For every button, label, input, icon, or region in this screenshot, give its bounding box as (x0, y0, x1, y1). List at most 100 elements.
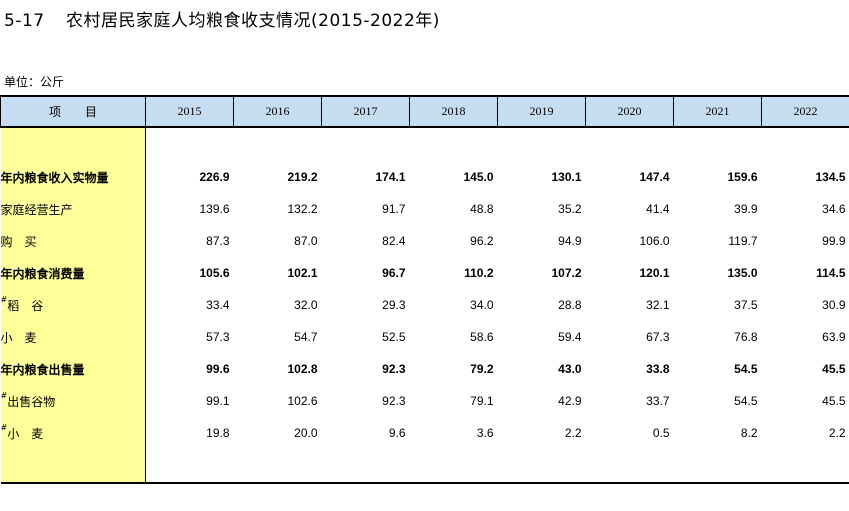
cell-value: 52.5 (382, 330, 406, 344)
cell-value: 99.1 (206, 394, 230, 408)
cell-value: 139.6 (199, 202, 230, 216)
cell-value: 63.9 (822, 330, 846, 344)
cell-value: 37.5 (734, 298, 758, 312)
cell-value: 30.9 (822, 298, 846, 312)
row-marker: # (0, 390, 8, 400)
row-label-text: 年内粮食消费量 (0, 266, 85, 281)
cell-value: 43.0 (558, 362, 582, 376)
cell-value: 28.8 (558, 298, 582, 312)
cell-value: 96.7 (382, 266, 406, 280)
header-year: 2021 (673, 95, 762, 128)
cell-value: 110.2 (464, 266, 494, 280)
cell-value: 59.4 (558, 330, 582, 344)
table-row: #出售谷物 99.1 102.6 92.3 79.1 42.9 33.7 54.5 45.5 (0, 385, 849, 417)
cell-value: 132.2 (287, 202, 318, 216)
cell-value: 29.3 (382, 298, 406, 312)
row-label-text: 年内粮食收入实物量 (0, 170, 109, 185)
cell-value: 45.5 (822, 394, 846, 408)
cell-value: 3.6 (476, 426, 494, 440)
table-row: 年内粮食消费量 105.6 102.1 96.7 110.2 107.2 120.1 135.… (0, 257, 849, 289)
header-item: 项 目 (0, 95, 146, 128)
row-label: 年内粮食收入实物量 (0, 161, 146, 193)
cell-value: 42.9 (558, 394, 582, 408)
cell-value: 33.8 (646, 362, 670, 376)
cell-value: 94.9 (558, 234, 582, 248)
cell-value: 58.6 (470, 330, 494, 344)
cell-value: 67.3 (646, 330, 670, 344)
table-row: 家庭经营生产 139.6 132.2 91.7 48.8 35.2 41.4 39.9 34.6 (0, 193, 849, 225)
cell-value: 87.3 (206, 234, 230, 248)
cell-value: 219.2 (287, 170, 318, 184)
cell-value: 145.0 (463, 170, 494, 184)
cell-value: 82.4 (382, 234, 406, 248)
cell-value: 33.7 (646, 394, 670, 408)
cell-value: 45.5 (822, 362, 846, 376)
cell-value: 57.3 (206, 330, 230, 344)
cell-value: 92.3 (382, 362, 406, 376)
row-label-text: 购 买 (0, 234, 37, 249)
cell-value: 119.7 (728, 234, 758, 248)
cell-value: 159.6 (727, 170, 758, 184)
cell-value: 102.8 (287, 362, 318, 376)
cell-value: 79.2 (470, 362, 494, 376)
cell-value: 34.0 (470, 298, 494, 312)
cell-value: 2.2 (564, 426, 582, 440)
table-row: 年内粮食收入实物量 226.9 219.2 174.1 145.0 130.1 147.4 1… (0, 161, 849, 193)
header-year: 2015 (145, 95, 234, 128)
cell-value: 226.9 (199, 170, 230, 184)
table-row: #稻 谷 33.4 32.0 29.3 34.0 28.8 32.1 37.5 30.9 (0, 289, 849, 321)
cell-value: 41.4 (646, 202, 670, 216)
cell-value: 87.0 (294, 234, 318, 248)
header-year: 2020 (585, 95, 674, 128)
cell-value: 102.6 (287, 394, 318, 408)
cell-value: 105.6 (199, 266, 230, 280)
row-label-text: 小 麦 (7, 426, 44, 441)
table-title-text: 农村居民家庭人均粮食收支情况(2015-2022年) (66, 11, 440, 31)
header-row: 项 目 2015 2016 2017 2018 2019 2020 2021 2… (0, 95, 849, 128)
cell-value: 96.2 (470, 234, 494, 248)
row-label-text: 稻 谷 (7, 298, 44, 313)
cell-value: 92.3 (382, 394, 406, 408)
row-label: 家庭经营生产 (0, 193, 146, 225)
row-label: 年内粮食消费量 (0, 257, 146, 289)
cell-value: 34.6 (822, 202, 846, 216)
cell-value: 33.4 (206, 298, 230, 312)
cell-value: 2.2 (828, 426, 846, 440)
table-row: 购 买 87.3 87.0 82.4 96.2 94.9 106.0 119.7 99.9 (0, 225, 849, 257)
row-label: 购 买 (0, 225, 146, 257)
cell-value: 120.1 (639, 266, 670, 280)
row-label: 小 麦 (0, 321, 146, 353)
row-label-text: 小 麦 (0, 330, 37, 345)
table-row: 小 麦 57.3 54.7 52.5 58.6 59.4 67.3 76.8 63.9 (0, 321, 849, 353)
cell-value: 20.0 (294, 426, 318, 440)
cell-value: 0.5 (652, 426, 670, 440)
row-label-text: 年内粮食出售量 (0, 362, 85, 377)
header-year: 2018 (409, 95, 498, 128)
cell-value: 76.8 (734, 330, 758, 344)
header-year: 2017 (321, 95, 410, 128)
cell-value: 39.9 (734, 202, 758, 216)
cell-value: 114.5 (816, 266, 846, 280)
cell-value: 99.9 (822, 234, 846, 248)
cell-value: 54.5 (734, 362, 758, 376)
cell-value: 54.5 (734, 394, 758, 408)
table-number: 5-17 (4, 11, 45, 31)
row-label: #出售谷物 (0, 385, 146, 417)
header-year: 2022 (761, 95, 849, 128)
row-label-text: 家庭经营生产 (0, 202, 73, 217)
table-row: 年内粮食出售量 99.6 102.8 92.3 79.2 43.0 33.8 54.5 45.5 (0, 353, 849, 385)
cell-value: 35.2 (558, 202, 582, 216)
row-label: #小 麦 (0, 417, 146, 449)
cell-value: 48.8 (470, 202, 494, 216)
cell-value: 32.1 (646, 298, 670, 312)
cell-value: 91.7 (382, 202, 406, 216)
row-label: 年内粮食出售量 (0, 353, 146, 385)
row-label-text: 出售谷物 (7, 394, 56, 409)
cell-value: 174.1 (375, 170, 406, 184)
cell-value: 106.0 (639, 234, 670, 248)
cell-value: 19.8 (206, 426, 230, 440)
cell-value: 8.2 (740, 426, 758, 440)
spacer-row (0, 127, 849, 161)
cell-value: 79.1 (470, 394, 494, 408)
data-table: 项 目 2015 2016 2017 2018 2019 2020 2021 2… (0, 95, 849, 484)
